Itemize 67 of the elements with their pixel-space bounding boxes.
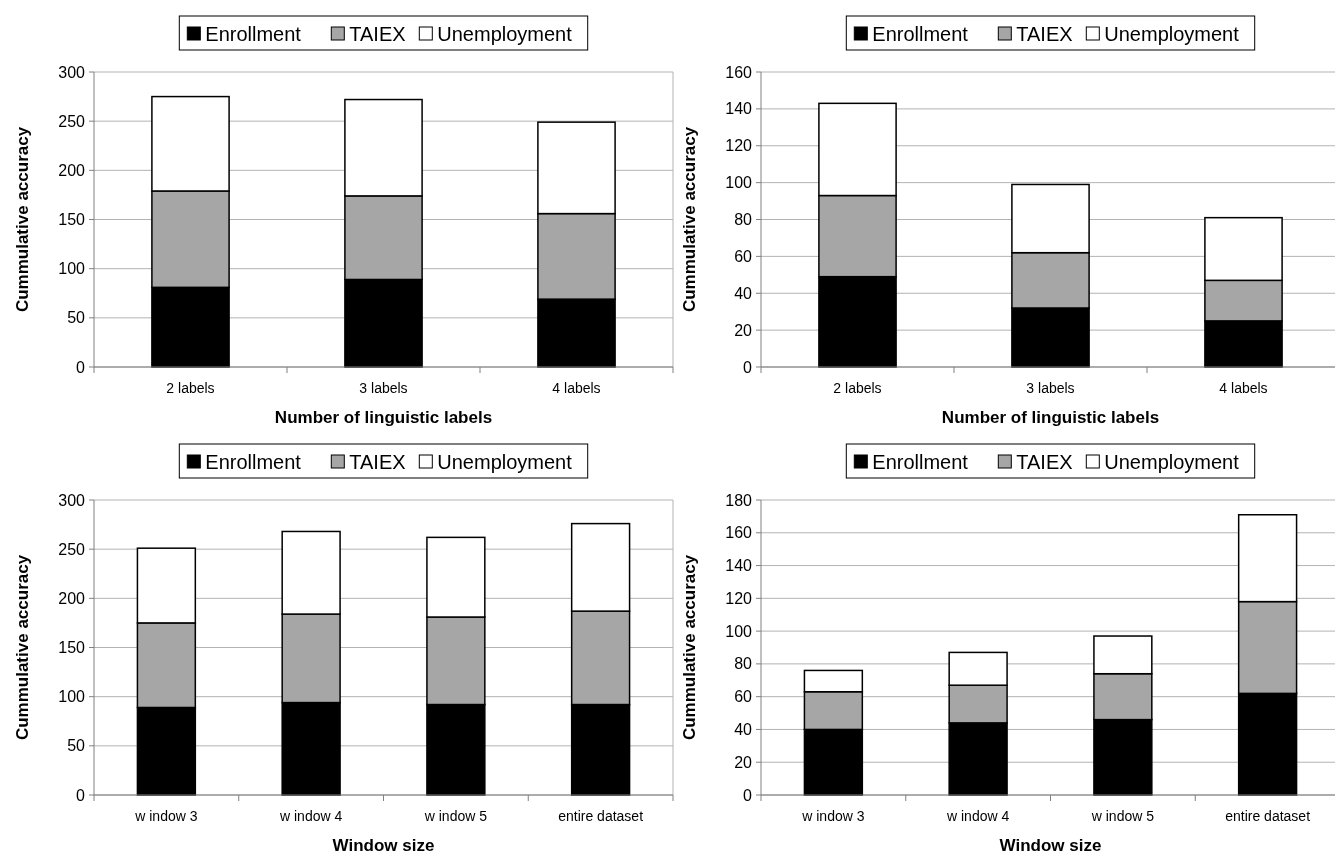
x-axis-title: Number of linguistic labels <box>941 408 1160 427</box>
y-tick-label: 100 <box>725 622 753 640</box>
y-tick-label: 100 <box>58 688 86 706</box>
y-tick-label: 0 <box>743 358 753 376</box>
x-tick-label: entire dataset <box>1225 808 1311 824</box>
x-tick-label: 2 labels <box>166 380 215 396</box>
y-tick-label: 140 <box>725 100 753 118</box>
x-tick-label: w indow 5 <box>423 808 488 824</box>
legend-label: TAIEX <box>349 23 406 45</box>
y-tick-label: 40 <box>734 721 753 739</box>
y-axis-title: Cummulative accuracy <box>13 554 32 741</box>
y-tick-label: 250 <box>58 540 86 558</box>
legend-label: Enrollment <box>205 451 302 473</box>
legend-label: Enrollment <box>872 451 969 473</box>
x-tick-label: w indow 5 <box>1090 808 1155 824</box>
y-tick-label: 100 <box>58 260 86 278</box>
legend-label: TAIEX <box>349 451 406 473</box>
legend-label: Unemployment <box>437 451 573 473</box>
legend-label: TAIEX <box>1016 451 1073 473</box>
y-tick-label: 0 <box>76 358 86 376</box>
x-tick-label: w indow 4 <box>945 808 1010 824</box>
legend-label: Enrollment <box>205 23 302 45</box>
y-tick-label: 300 <box>58 491 86 509</box>
x-tick-label: 4 labels <box>552 380 601 396</box>
y-tick-label: 100 <box>725 174 753 192</box>
legend-label: Unemployment <box>1104 23 1240 45</box>
y-tick-label: 250 <box>58 112 86 130</box>
y-tick-label: 50 <box>67 737 86 755</box>
legend-label: Enrollment <box>872 23 969 45</box>
y-tick-label: 50 <box>67 309 86 327</box>
legend-label: TAIEX <box>1016 23 1073 45</box>
y-tick-label: 120 <box>725 137 753 155</box>
y-tick-label: 300 <box>58 63 86 81</box>
y-tick-label: 180 <box>725 491 753 509</box>
x-tick-label: w indow 4 <box>278 808 343 824</box>
y-tick-label: 120 <box>725 589 753 607</box>
y-tick-label: 40 <box>734 284 753 302</box>
y-tick-label: 80 <box>734 211 753 229</box>
x-axis-title: Window size <box>332 836 435 855</box>
y-tick-label: 150 <box>58 639 86 657</box>
x-axis-title: Window size <box>999 836 1102 855</box>
y-tick-label: 20 <box>734 321 753 339</box>
y-tick-label: 200 <box>58 161 86 179</box>
y-tick-label: 200 <box>58 589 86 607</box>
y-axis-title: Cummulative accuracy <box>680 126 699 313</box>
y-tick-label: 60 <box>734 247 753 265</box>
y-tick-label: 140 <box>725 557 753 575</box>
x-tick-label: 3 labels <box>359 380 408 396</box>
y-axis-title: Cummulative accuracy <box>680 554 699 741</box>
legend-label: Unemployment <box>437 23 573 45</box>
y-tick-label: 0 <box>76 786 86 804</box>
y-tick-label: 20 <box>734 753 753 771</box>
y-tick-label: 0 <box>743 786 753 804</box>
legend-label: Unemployment <box>1104 451 1240 473</box>
x-tick-label: 4 labels <box>1219 380 1268 396</box>
x-tick-label: 3 labels <box>1026 380 1075 396</box>
x-tick-label: w indow 3 <box>134 808 198 824</box>
x-tick-label: 2 labels <box>833 380 882 396</box>
y-axis-title: Cummulative accuracy <box>13 126 32 313</box>
x-tick-label: entire dataset <box>558 808 644 824</box>
y-tick-label: 80 <box>734 655 753 673</box>
y-tick-label: 160 <box>725 524 753 542</box>
y-tick-label: 160 <box>725 63 753 81</box>
x-tick-label: w indow 3 <box>801 808 865 824</box>
y-tick-label: 150 <box>58 211 86 229</box>
y-tick-label: 60 <box>734 688 753 706</box>
x-axis-title: Number of linguistic labels <box>274 408 493 427</box>
